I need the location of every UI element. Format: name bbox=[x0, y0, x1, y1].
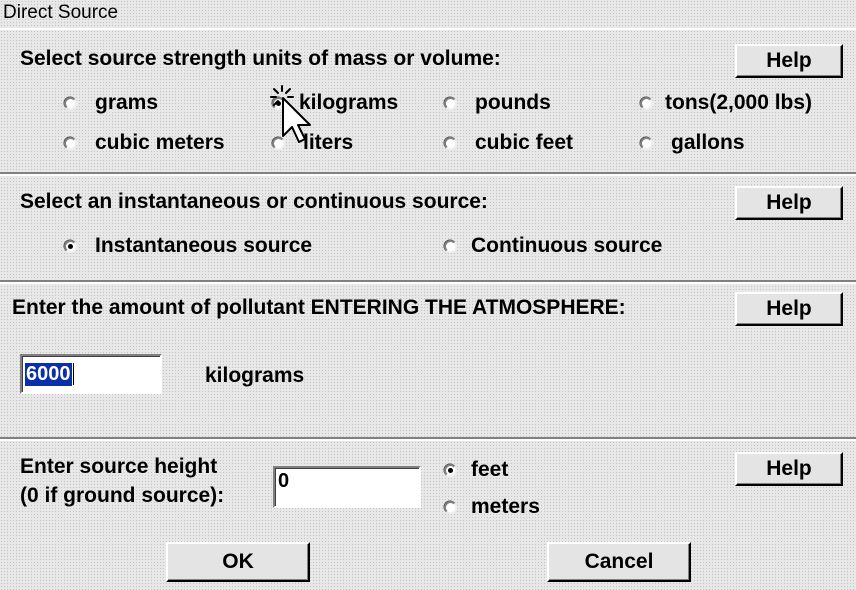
radio-feet[interactable]: feet bbox=[444, 458, 508, 482]
radio-cubic-feet-label: cubic feet bbox=[475, 131, 574, 154]
ok-button[interactable]: OK bbox=[166, 542, 310, 582]
units-prompt: Select source strength units of mass or … bbox=[20, 47, 501, 70]
radio-instantaneous-source[interactable]: Instantaneous source bbox=[64, 234, 312, 258]
radio-continuous-source[interactable]: Continuous source bbox=[444, 234, 662, 258]
height-value: 0 bbox=[278, 470, 290, 492]
radio-grams[interactable]: grams bbox=[64, 91, 158, 115]
radio-kilograms-label: kilograms bbox=[299, 91, 399, 114]
source-type-help-button[interactable]: Help bbox=[735, 186, 843, 220]
radio-grams-indicator bbox=[64, 96, 77, 110]
amount-unit-label: kilograms bbox=[205, 364, 305, 387]
amount-input[interactable]: 6000 bbox=[20, 354, 162, 394]
height-prompt-line1: Enter source height bbox=[20, 455, 218, 478]
amount-value: 6000 bbox=[25, 362, 72, 386]
radio-continuous-indicator bbox=[444, 239, 457, 253]
radio-continuous-label: Continuous source bbox=[471, 234, 663, 257]
radio-pounds[interactable]: pounds bbox=[444, 91, 551, 115]
radio-gallons-indicator bbox=[640, 136, 653, 150]
radio-cubic-meters-label: cubic meters bbox=[95, 131, 225, 154]
radio-feet-label: feet bbox=[471, 458, 509, 481]
amount-help-button[interactable]: Help bbox=[735, 292, 843, 326]
radio-meters-label: meters bbox=[471, 495, 540, 518]
radio-tons-indicator bbox=[640, 96, 653, 110]
radio-cubic-meters-indicator bbox=[64, 136, 77, 150]
radio-kilograms[interactable]: kilograms bbox=[272, 91, 398, 115]
radio-tons-label: tons(2,000 lbs) bbox=[665, 91, 813, 114]
radio-instantaneous-indicator bbox=[64, 239, 77, 253]
radio-feet-indicator bbox=[444, 463, 457, 477]
radio-meters[interactable]: meters bbox=[444, 495, 540, 519]
divider bbox=[0, 172, 856, 176]
radio-cubic-feet[interactable]: cubic feet bbox=[444, 131, 573, 155]
radio-cubic-feet-indicator bbox=[444, 136, 457, 150]
radio-instantaneous-label: Instantaneous source bbox=[95, 234, 313, 257]
radio-liters-label: liters bbox=[303, 131, 354, 154]
dialog-body bbox=[0, 28, 856, 590]
divider bbox=[0, 437, 856, 441]
radio-pounds-indicator bbox=[444, 96, 457, 110]
radio-cubic-meters[interactable]: cubic meters bbox=[64, 131, 225, 155]
radio-gallons[interactable]: gallons bbox=[640, 131, 745, 155]
window-title: Direct Source bbox=[3, 2, 119, 23]
height-prompt-line2: (0 if ground source): bbox=[20, 484, 225, 507]
radio-tons[interactable]: tons(2,000 lbs) bbox=[640, 91, 812, 115]
cancel-button[interactable]: Cancel bbox=[547, 542, 691, 582]
radio-pounds-label: pounds bbox=[475, 91, 551, 114]
radio-liters-indicator bbox=[272, 136, 285, 150]
radio-grams-label: grams bbox=[95, 91, 159, 114]
units-help-button[interactable]: Help bbox=[735, 44, 843, 78]
radio-liters[interactable]: liters bbox=[272, 131, 353, 155]
radio-gallons-label: gallons bbox=[671, 131, 745, 154]
divider bbox=[0, 280, 856, 284]
radio-meters-indicator bbox=[444, 500, 457, 514]
text-caret bbox=[72, 363, 74, 385]
radio-kilograms-indicator bbox=[272, 96, 285, 110]
height-input[interactable]: 0 bbox=[273, 466, 421, 508]
source-type-prompt: Select an instantaneous or continuous so… bbox=[20, 190, 488, 213]
amount-prompt: Enter the amount of pollutant ENTERING T… bbox=[12, 296, 626, 319]
height-help-button[interactable]: Help bbox=[735, 452, 843, 486]
